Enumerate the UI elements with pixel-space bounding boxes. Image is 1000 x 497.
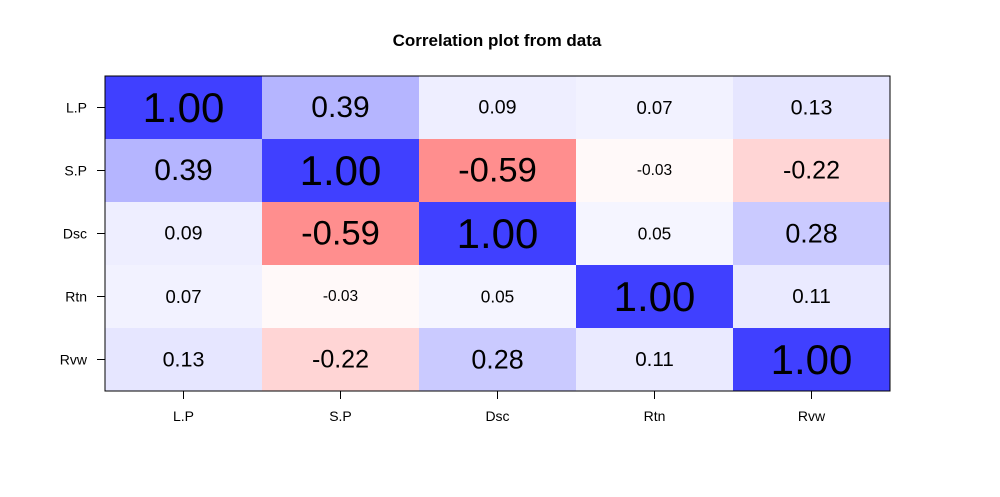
heatmap-cell (105, 202, 263, 266)
y-tick-label: L.P (66, 100, 87, 116)
heatmap-cell (576, 76, 734, 140)
cell-value-label: 1.00 (771, 336, 853, 383)
heatmap-cell (419, 139, 577, 203)
cell-value-label: 0.05 (481, 287, 514, 307)
cell-value-label: -0.59 (458, 152, 537, 190)
cell-value-label: 0.11 (792, 285, 831, 308)
heatmap-cell (733, 139, 891, 203)
cell-value-label: 1.00 (143, 84, 225, 131)
heatmap-cell (576, 265, 734, 329)
chart-title: Correlation plot from data (393, 31, 602, 50)
heatmap-cell (419, 328, 577, 392)
x-tick-label: Rtn (644, 408, 666, 424)
heatmap-cell (105, 139, 263, 203)
y-axis: L.P S.P Dsc Rtn Rvw (60, 100, 105, 368)
cell-value-label: 0.13 (163, 348, 205, 372)
heatmap-cell (105, 328, 263, 392)
heatmap-cell (262, 202, 420, 266)
heatmap-cell (419, 265, 577, 329)
heatmap-cell (419, 202, 577, 266)
y-tick-label: Rvw (60, 352, 88, 368)
heatmap-cell (262, 76, 420, 140)
cell-value-label: 0.07 (165, 286, 201, 307)
heatmap-cell (419, 76, 577, 140)
cell-value-label: -0.22 (783, 157, 840, 185)
heatmap-cell (262, 328, 420, 392)
cell-value-label: 1.00 (300, 147, 382, 194)
heatmap-cell (733, 76, 891, 140)
heatmap-cell-labels: 1.00 0.39 0.09 0.07 0.13 0.39 1.00 -0.59 -0.03 -0… (143, 84, 853, 383)
heatmap-cell (576, 328, 734, 392)
cell-value-label: 0.13 (791, 96, 833, 120)
heatmap-cell (576, 202, 734, 266)
cell-value-label: 0.09 (164, 223, 202, 245)
y-tick-label: Dsc (63, 226, 87, 242)
x-tick-label: S.P (329, 408, 352, 424)
cell-value-label: 0.28 (785, 219, 837, 249)
heatmap-cell (105, 76, 263, 140)
x-axis: L.P S.P Dsc Rtn Rvw (173, 391, 826, 424)
cell-value-label: -0.22 (312, 346, 369, 374)
heatmap-cell (576, 139, 734, 203)
cell-value-label: 0.07 (636, 97, 672, 118)
heatmap-cell (733, 265, 891, 329)
heatmap-cell (733, 202, 891, 266)
heatmap-cell (105, 265, 263, 329)
cell-value-label: 1.00 (457, 210, 539, 257)
y-tick-label: S.P (64, 163, 87, 179)
cell-value-label: 0.39 (311, 91, 369, 124)
x-tick-label: L.P (173, 408, 194, 424)
cell-value-label: 0.11 (635, 348, 674, 371)
cell-value-label: -0.59 (301, 215, 380, 253)
heatmap-cell (262, 265, 420, 329)
cell-value-label: 0.28 (471, 345, 523, 375)
heatmap-cells (105, 76, 891, 392)
heatmap-cell (733, 328, 891, 392)
cell-value-label: 0.39 (154, 154, 212, 187)
cell-value-label: 0.09 (478, 97, 516, 119)
cell-value-label: 1.00 (614, 273, 696, 320)
x-tick-label: Dsc (485, 408, 509, 424)
cell-value-label: -0.03 (323, 288, 358, 305)
cell-value-label: 0.05 (638, 224, 671, 244)
y-tick-label: Rtn (65, 289, 87, 305)
cell-value-label: -0.03 (637, 162, 672, 179)
heatmap-cell (262, 139, 420, 203)
x-tick-label: Rvw (798, 408, 826, 424)
